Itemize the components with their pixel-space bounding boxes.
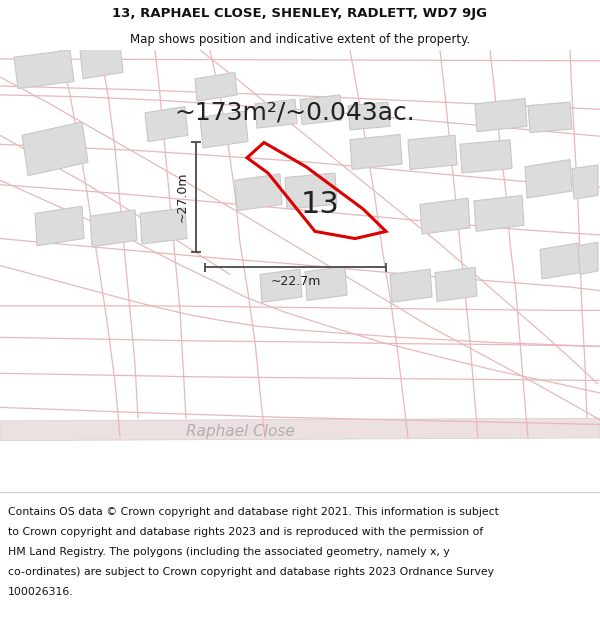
Text: Raphael Close: Raphael Close [185,424,295,439]
Text: 100026316.: 100026316. [8,587,74,597]
Polygon shape [528,102,572,132]
Polygon shape [235,174,282,211]
Polygon shape [390,269,432,302]
Polygon shape [285,173,337,209]
Polygon shape [0,418,600,441]
Polygon shape [14,50,74,89]
Polygon shape [460,140,512,173]
Polygon shape [475,99,527,132]
Polygon shape [525,159,572,198]
Polygon shape [90,210,137,247]
Polygon shape [22,122,88,176]
Polygon shape [200,111,248,148]
Polygon shape [578,242,598,274]
Polygon shape [255,99,297,128]
Text: ~173m²/~0.043ac.: ~173m²/~0.043ac. [175,101,415,125]
Polygon shape [540,243,580,279]
Polygon shape [80,44,123,79]
Polygon shape [140,208,187,244]
Polygon shape [305,266,347,301]
Polygon shape [260,269,302,302]
Polygon shape [348,102,390,130]
Text: 13: 13 [301,190,340,219]
Text: HM Land Registry. The polygons (including the associated geometry, namely x, y: HM Land Registry. The polygons (includin… [8,547,450,557]
Text: ~27.0m: ~27.0m [176,172,188,222]
Text: Map shows position and indicative extent of the property.: Map shows position and indicative extent… [130,32,470,46]
Polygon shape [572,165,598,199]
Polygon shape [300,95,342,124]
Polygon shape [420,198,470,234]
Polygon shape [408,135,457,169]
Polygon shape [195,72,237,101]
Text: to Crown copyright and database rights 2023 and is reproduced with the permissio: to Crown copyright and database rights 2… [8,527,483,537]
Polygon shape [145,107,188,142]
Text: 13, RAPHAEL CLOSE, SHENLEY, RADLETT, WD7 9JG: 13, RAPHAEL CLOSE, SHENLEY, RADLETT, WD7… [113,8,487,21]
Polygon shape [35,206,84,246]
Text: ~22.7m: ~22.7m [271,275,320,288]
Polygon shape [350,134,402,169]
Polygon shape [474,196,524,231]
Text: Contains OS data © Crown copyright and database right 2021. This information is : Contains OS data © Crown copyright and d… [8,507,499,517]
Text: co-ordinates) are subject to Crown copyright and database rights 2023 Ordnance S: co-ordinates) are subject to Crown copyr… [8,567,494,577]
Polygon shape [435,268,477,301]
